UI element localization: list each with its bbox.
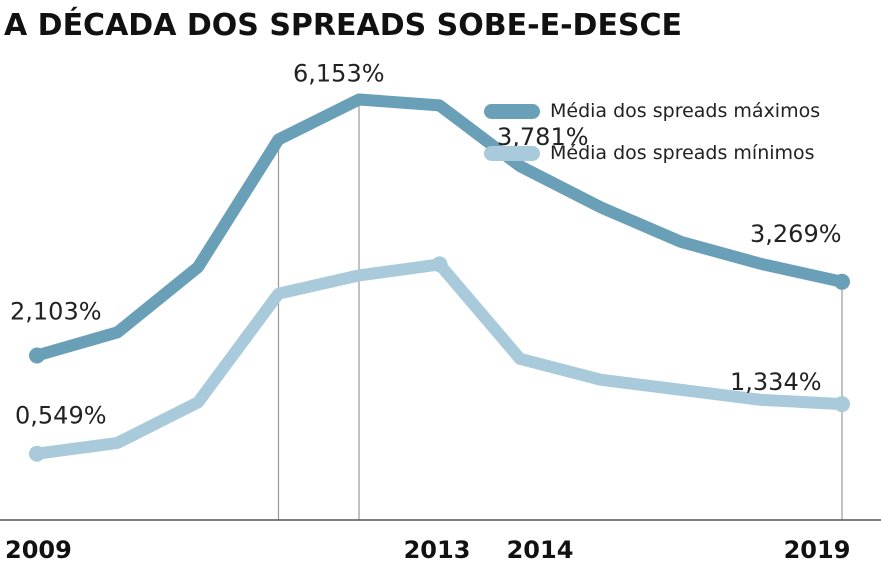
legend-label-min: Média dos spreads mínimos — [550, 142, 815, 164]
data-label-0-2013: 6,153% — [293, 60, 385, 88]
legend-item-max: Média dos spreads máximos — [484, 90, 820, 132]
legend-item-min: Média dos spreads mínimos — [484, 132, 820, 174]
legend-swatch-max — [484, 103, 540, 119]
data-label-1-2019: 1,334% — [730, 368, 822, 396]
x-tick-2013: 2013 — [404, 536, 471, 561]
legend-swatch-min — [484, 145, 540, 161]
data-label-0-2009: 2,103% — [10, 297, 102, 325]
series-1-point-2014 — [431, 256, 448, 273]
x-tick-2009: 2009 — [5, 536, 72, 561]
series-0-point-2009 — [29, 347, 45, 364]
legend-label-max: Média dos spreads máximos — [550, 100, 821, 122]
series-1-point-2019 — [834, 396, 850, 413]
data-label-1-2009: 0,549% — [15, 402, 107, 430]
series-0-point-2019 — [834, 273, 850, 290]
x-tick-2019: 2019 — [784, 536, 851, 561]
chart-legend: Média dos spreads máximos Média dos spre… — [484, 90, 820, 174]
data-label-0-2019: 3,269% — [750, 220, 842, 248]
chart-title: A DÉCADA DOS SPREADS SOBE-E-DESCE — [4, 8, 683, 43]
series-1-point-2009 — [29, 445, 45, 462]
x-tick-2014: 2014 — [507, 536, 574, 561]
